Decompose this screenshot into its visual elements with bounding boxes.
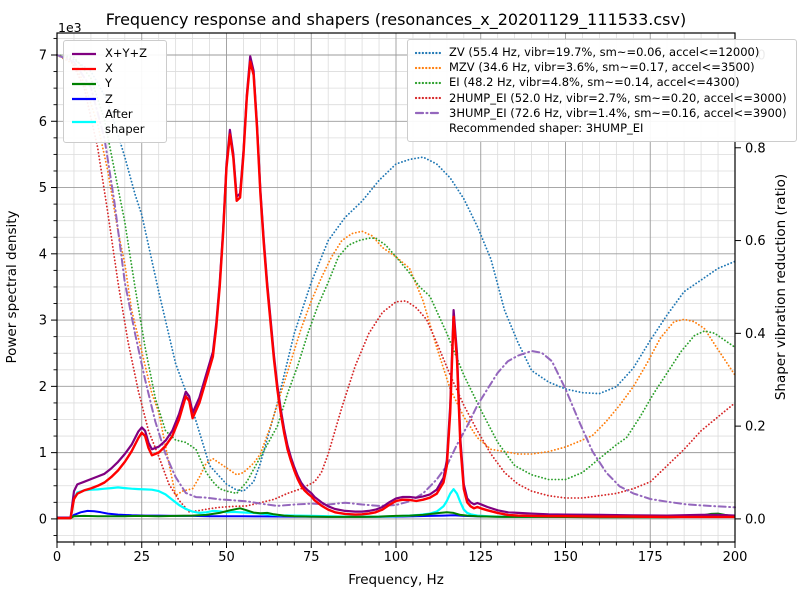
legend-line-sample — [72, 67, 96, 70]
series-mzv — [56, 54, 736, 497]
x-tick-label: 100 — [384, 550, 409, 565]
y-left-offset-text: 1e3 — [58, 20, 82, 35]
legend-item-label: MZV (34.6 Hz, vibr=3.6%, sm~=0.17, accel… — [449, 60, 755, 75]
legend-line-sample — [415, 81, 441, 85]
legend-item-label: 3HUMP_EI (72.6 Hz, vibr=1.4%, sm~=0.16, … — [449, 105, 787, 120]
y-left-tick-label: 2 — [39, 380, 47, 395]
y-left-tick-label: 7 — [39, 49, 47, 64]
legend-shapers: ZV (55.4 Hz, vibr=19.7%, sm~=0.06, accel… — [407, 39, 797, 143]
legend-line-sample — [72, 97, 96, 101]
legend-line-sample — [415, 112, 441, 115]
legend-item-xyz: X+Y+Z — [71, 46, 157, 61]
legend-item-after_shaper: After shaper — [71, 107, 157, 137]
y-left-tick-label: 1 — [39, 446, 47, 461]
y-right-axis-label: Shaper vibration reduction (ratio) — [773, 174, 789, 400]
x-axis-label: Frequency, Hz — [348, 572, 444, 588]
legend-item-mzv: MZV (34.6 Hz, vibr=3.6%, sm~=0.17, accel… — [415, 60, 787, 75]
page-title: Frequency response and shapers (resonanc… — [106, 10, 686, 30]
legend-item-label: Y — [105, 76, 113, 91]
x-tick-label: 75 — [303, 550, 320, 565]
x-tick-label: 0 — [53, 550, 61, 565]
legend-line-sample — [72, 82, 96, 86]
data-series — [56, 54, 736, 520]
legend-item-label: After shaper — [105, 106, 145, 136]
y-left-tick-label: 0 — [39, 512, 47, 527]
legend-line-sample — [72, 120, 96, 123]
legend-item-label: 2HUMP_EI (52.0 Hz, vibr=2.7%, sm~=0.20, … — [449, 90, 787, 105]
series-ei — [56, 54, 736, 495]
x-tick-label: 50 — [218, 550, 235, 565]
legend-line-sample — [72, 52, 96, 55]
y-right-tick-label: 0.8 — [745, 141, 766, 156]
series-3hump_ei — [56, 54, 736, 509]
legend-item-2hump_ei: 2HUMP_EI (52.0 Hz, vibr=2.7%, sm~=0.20, … — [415, 91, 787, 106]
y-left-tick-label: 6 — [39, 115, 47, 130]
x-tick-label: 175 — [638, 550, 663, 565]
x-tick-label: 200 — [723, 550, 748, 565]
legend-line-sample — [415, 66, 441, 69]
y-left-tick-label: 3 — [39, 314, 47, 329]
legend-item-label: EI (48.2 Hz, vibr=4.8%, sm~=0.14, accel<… — [449, 75, 740, 90]
y-left-axis-label: Power spectral density — [4, 210, 20, 363]
y-left-tick-label: 4 — [39, 247, 47, 262]
legend-item-label: X+Y+Z — [105, 46, 148, 60]
legend-measured-series: X+Y+Z X Y Z After shaper — [63, 40, 167, 144]
legend-line-sample — [415, 51, 441, 54]
recommended-shaper-note: Recommended shaper: 3HUMP_EI — [449, 120, 644, 135]
legend-item-z: Z — [71, 92, 157, 107]
legend-item-ei: EI (48.2 Hz, vibr=4.8%, sm~=0.14, accel<… — [415, 75, 787, 90]
y-right-tick-label: 0.2 — [745, 420, 766, 435]
legend-item-label: Z — [105, 91, 113, 106]
legend-item-label: ZV (55.4 Hz, vibr=19.7%, sm~=0.06, accel… — [449, 45, 760, 59]
series-x — [57, 60, 735, 520]
legend-item-label: X — [105, 61, 113, 76]
series-zv — [56, 54, 736, 493]
x-tick-label: 25 — [133, 550, 150, 565]
legend-item-3hump_ei: 3HUMP_EI (72.6 Hz, vibr=1.4%, sm~=0.16, … — [415, 106, 787, 121]
x-tick-label: 125 — [468, 550, 493, 565]
y-right-tick-label: 0.6 — [745, 234, 766, 249]
legend-item-x: X — [71, 61, 157, 76]
y-right-tick-label: 0.4 — [745, 327, 766, 342]
legend-item-zv: ZV (55.4 Hz, vibr=19.7%, sm~=0.06, accel… — [415, 45, 787, 60]
axis-ticks: 0 25 50 75 100 125 150 175 200 0 1 2 3 4 5 6 7 0.0 0.2 0.4 0… — [39, 37, 766, 565]
x-tick-label: 150 — [553, 550, 578, 565]
legend-item-y: Y — [71, 76, 157, 91]
legend-line-sample — [415, 96, 441, 100]
y-left-tick-label: 5 — [39, 181, 47, 196]
y-right-tick-label: 0.0 — [745, 512, 766, 527]
